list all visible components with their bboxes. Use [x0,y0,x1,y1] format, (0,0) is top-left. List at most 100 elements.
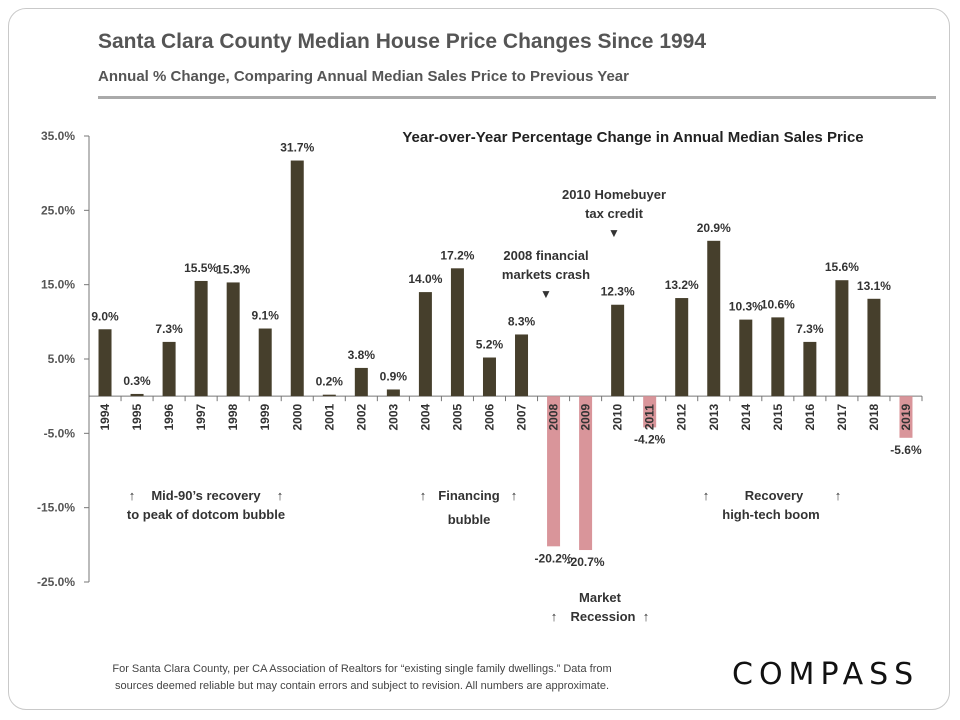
y-tick-label: -25.0% [37,575,75,589]
data-label-2019: -5.6% [890,443,922,457]
data-label-2013: 20.9% [697,221,731,235]
y-tick-label: -5.0% [44,426,76,440]
bar-2008 [547,396,561,547]
annotation-financing-line2: bubble [448,512,491,527]
annotation-crash-line1: 2008 financial [503,248,588,263]
x-tick-label: 2007 [515,403,529,430]
bar-2011 [643,396,657,428]
data-label-1995: 0.3% [123,374,151,388]
annotation-mid90-arrow-left: ↑ [129,488,136,503]
bar-2007 [515,334,529,397]
annotation-recovery-line1: Recovery [745,488,804,503]
bar-1995 [130,393,144,397]
x-tick-label: 2014 [739,403,753,430]
data-label-2009: -20.7% [567,555,605,569]
data-label-2007: 8.3% [508,314,536,328]
data-label-2002: 3.8% [348,348,376,362]
bar-2017 [835,280,849,397]
bar-2000 [290,160,304,397]
bar-2006 [482,357,496,397]
x-tick-label: 1996 [162,403,176,430]
y-tick-label: 35.0% [41,129,75,143]
data-label-2001: 0.2% [316,375,344,389]
bar-2013 [707,240,721,397]
x-tick-label: 2015 [771,403,785,430]
data-label-2005: 17.2% [440,248,474,262]
y-tick-label: 5.0% [48,352,76,366]
bar-1996 [162,341,176,397]
y-tick-label: 15.0% [41,278,75,292]
x-tick-label: 2003 [386,403,400,430]
data-label-2003: 0.9% [380,369,408,383]
bar-2005 [450,268,464,397]
x-tick-label: 2008 [547,403,561,430]
compass-logo: COMPASS [732,657,920,692]
annotation-homebuyer-marker: ▼ [608,226,620,240]
bar-2014 [739,319,753,397]
bar-2019 [899,396,913,438]
x-tick-label: 1997 [194,403,208,430]
x-tick-label: 2019 [899,403,913,430]
x-tick-label: 2010 [611,403,625,430]
data-label-2010: 12.3% [601,285,635,299]
x-tick-label: 2013 [707,403,721,430]
data-label-2006: 5.2% [476,338,504,352]
bar-2018 [867,298,881,397]
x-tick-label: 2004 [418,403,432,430]
data-label-1994: 9.0% [91,309,119,323]
data-label-1999: 9.1% [252,309,280,323]
bar-1997 [194,280,208,397]
data-label-2016: 7.3% [796,322,824,336]
header-divider [98,96,936,99]
y-tick-label: 25.0% [41,203,75,217]
source-footnote: For Santa Clara County, per CA Associati… [62,661,662,695]
data-label-2017: 15.6% [825,260,859,274]
x-tick-label: 2006 [482,403,496,430]
annotation-recovery-arrow-left: ↑ [703,488,710,503]
bar-2016 [803,341,817,397]
annotation-homebuyer-line2: tax credit [585,206,643,221]
data-label-2012: 13.2% [665,278,699,292]
x-tick-label: 2012 [675,403,689,430]
footnote-line-1: For Santa Clara County, per CA Associati… [112,663,612,675]
data-label-2014: 10.3% [729,300,763,314]
bar-2012 [675,298,689,397]
data-label-2008: -20.2% [535,551,573,565]
annotation-recession-line1: Market [579,590,622,605]
annotation-crash-marker: ▼ [540,287,552,301]
annotation-financing-arrow-right: ↑ [511,488,518,503]
annotation-recovery-arrow-right: ↑ [835,488,842,503]
annotation-recession-arrow-right: ↑ [643,609,650,624]
data-label-1996: 7.3% [155,322,183,336]
annotation-mid90-arrow-right: ↑ [277,488,284,503]
bar-2004 [418,292,432,397]
x-tick-label: 1994 [98,403,112,430]
x-tick-label: 2017 [835,403,849,430]
annotation-recovery-line2: high-tech boom [722,507,820,522]
bar-1998 [226,282,240,397]
annotation-recession-arrow-left: ↑ [551,609,558,624]
data-label-2011: -4.2% [634,432,666,446]
page-title: Santa Clara County Median House Price Ch… [98,30,707,53]
annotation-crash-line2: markets crash [502,267,590,282]
x-tick-label: 2009 [579,403,593,430]
annotation-homebuyer-line1: 2010 Homebuyer [562,187,666,202]
x-tick-label: 1998 [226,403,240,430]
data-label-2018: 13.1% [857,279,891,293]
chart-title: Year-over-Year Percentage Change in Annu… [402,129,863,146]
annotation-recession-line2: Recession [570,609,635,624]
footnote-line-2: sources deemed reliable but may contain … [114,680,610,692]
data-label-1997: 15.5% [184,261,218,275]
bar-2003 [386,389,400,397]
data-label-2000: 31.7% [280,141,314,155]
x-tick-label: 2005 [450,403,464,430]
bar-1999 [258,328,272,397]
bar-2001 [322,394,336,397]
page-subtitle: Annual % Change, Comparing Annual Median… [98,68,629,85]
data-label-2015: 10.6% [761,297,795,311]
bar-1994 [98,329,112,397]
x-tick-label: 2011 [643,404,657,430]
x-tick-label: 2016 [803,403,817,430]
annotation-mid90-line2: to peak of dotcom bubble [127,507,285,522]
